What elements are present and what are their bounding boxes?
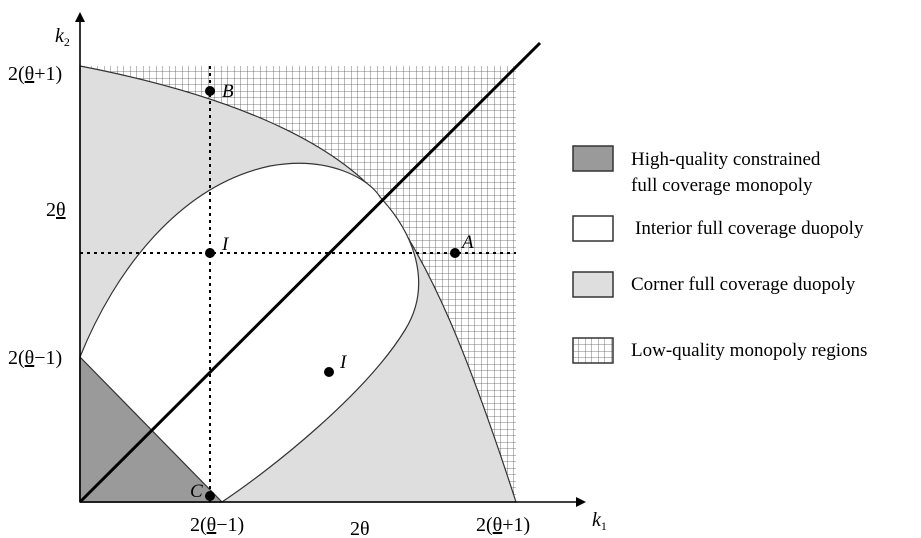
point-label-c: C <box>190 481 203 502</box>
y-axis-name: k2 <box>55 25 70 49</box>
x-tick-label: 2θ <box>350 518 370 538</box>
point-b <box>205 86 215 96</box>
point-label-b: B <box>222 81 234 102</box>
legend-swatch-constrained-monopoly <box>572 145 614 172</box>
legend-swatch-interior-duopoly <box>572 215 614 242</box>
x-tick-label: 2(θ−1) <box>190 514 244 536</box>
legend-swatch-corner-duopoly <box>572 271 614 298</box>
point-i-upper <box>205 248 215 258</box>
point-label-i-upper: I <box>221 234 230 255</box>
point-i-lower <box>324 367 334 377</box>
y-axis-arrow <box>75 12 85 22</box>
point-label-i-lower: I <box>339 352 348 373</box>
point-label-a: A <box>460 232 474 253</box>
y-tick-label: 2(θ+1) <box>8 63 62 85</box>
legend-label-low-quality-monopoly: Low-quality monopoly regions <box>631 340 867 361</box>
legend-label-constrained-monopoly-line2: full coverage monopoly <box>631 175 813 196</box>
legend-label-interior-duopoly: Interior full coverage duopoly <box>635 218 864 239</box>
legend-label-constrained-monopoly-line1: High-quality constrained <box>631 149 821 170</box>
point-a <box>450 248 460 258</box>
y-tick-label: 2(θ−1) <box>8 347 62 369</box>
x-tick-label: 2(θ+1) <box>476 514 530 536</box>
legend-label-corner-duopoly: Corner full coverage duopoly <box>631 274 856 295</box>
x-axis-arrow <box>576 497 586 507</box>
point-c <box>205 491 215 501</box>
y-tick-label: 2θ <box>46 199 66 221</box>
legend-swatch-low-quality-monopoly <box>572 337 614 364</box>
diagonal-line <box>78 41 542 504</box>
x-axis-name: k1 <box>592 509 607 533</box>
